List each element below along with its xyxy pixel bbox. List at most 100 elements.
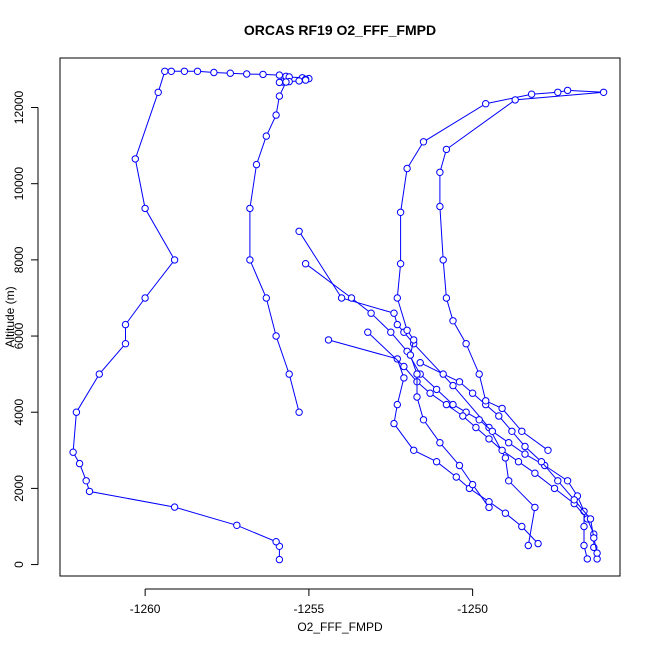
data-point [390, 309, 398, 317]
data-point [75, 459, 84, 468]
data-point [432, 385, 441, 394]
x-axis-label: O2_FFF_FMPD [297, 620, 383, 634]
data-point [275, 555, 284, 564]
series-8 [393, 86, 608, 512]
y-axis-label: Altitude (m) [3, 286, 17, 347]
data-point [455, 461, 464, 470]
data-point [72, 408, 81, 416]
data-point [449, 381, 457, 390]
data-point [527, 90, 536, 98]
y-tick-label: 0 [12, 561, 26, 568]
data-point [521, 442, 529, 451]
data-point [403, 326, 411, 334]
data-point [285, 370, 293, 378]
data-point [498, 404, 506, 413]
data-point [563, 86, 572, 95]
data-point [246, 256, 254, 264]
data-point [485, 435, 493, 443]
data-point [161, 67, 169, 76]
data-point [324, 336, 333, 344]
y-tick-label: 4000 [12, 399, 26, 426]
data-point [393, 355, 401, 363]
data-point [85, 487, 94, 496]
data-point [550, 484, 559, 493]
series-2 [246, 78, 303, 416]
series-line [298, 231, 536, 546]
data-point [210, 68, 218, 77]
data-point [272, 111, 280, 119]
data-point [347, 294, 356, 302]
data-point [459, 412, 467, 420]
x-tick-label: -1260 [130, 602, 161, 616]
data-point [262, 132, 270, 140]
data-point [400, 362, 408, 371]
data-point [554, 477, 562, 485]
y-tick-label: 10000 [12, 167, 26, 201]
data-point [439, 370, 447, 378]
data-point [396, 260, 405, 268]
data-point [472, 423, 480, 432]
data-point [193, 67, 202, 76]
data-point [475, 370, 483, 378]
data-point [570, 496, 578, 504]
data-point [439, 256, 447, 264]
data-point [406, 351, 415, 359]
data-point [593, 549, 601, 557]
data-point [511, 96, 519, 104]
data-point [243, 70, 251, 78]
data-point [226, 69, 235, 77]
series-5 [301, 260, 591, 563]
data-point [436, 168, 444, 177]
series-line [305, 263, 588, 560]
data-point [121, 320, 130, 329]
data-point [419, 138, 428, 146]
data-point [436, 439, 444, 447]
y-axis: 0 2000 4000 6000 8000 10000 12000 [12, 91, 39, 568]
data-point [410, 336, 418, 344]
data-point [295, 227, 303, 236]
data-point [141, 204, 149, 213]
data-point [488, 427, 496, 435]
data-point [167, 67, 176, 76]
data-point [393, 400, 401, 409]
data-point [272, 538, 280, 546]
data-point [521, 450, 529, 458]
series-line [249, 81, 300, 413]
data-point [554, 88, 562, 97]
data-point [482, 100, 490, 108]
data-point [367, 309, 375, 317]
data-point [449, 317, 457, 325]
y-tick-label: 2000 [12, 475, 26, 502]
data-point [468, 389, 477, 397]
series-1 [69, 67, 313, 564]
data-point [436, 202, 444, 211]
data-point [449, 400, 457, 409]
data-point [262, 294, 270, 302]
data-point [246, 204, 254, 213]
data-point [455, 378, 464, 386]
data-point [275, 71, 284, 79]
series-line [396, 89, 604, 508]
series-layer [69, 67, 608, 564]
y-tick-label: 6000 [12, 322, 26, 349]
data-point [233, 521, 241, 529]
data-point [410, 446, 418, 454]
data-point [432, 458, 441, 466]
data-point [518, 427, 526, 435]
data-point [413, 370, 421, 378]
x-tick-label: -1250 [457, 602, 488, 616]
data-point [170, 503, 179, 511]
data-point [442, 294, 451, 302]
data-point [599, 88, 608, 97]
data-point [400, 374, 408, 382]
data-point [563, 477, 572, 485]
y-tick-label: 12000 [12, 91, 26, 125]
data-point [416, 359, 424, 367]
data-point [259, 70, 267, 79]
data-point [154, 88, 162, 97]
data-point [180, 67, 189, 76]
data-point [485, 503, 493, 512]
data-point [69, 448, 77, 456]
data-point [396, 208, 405, 217]
